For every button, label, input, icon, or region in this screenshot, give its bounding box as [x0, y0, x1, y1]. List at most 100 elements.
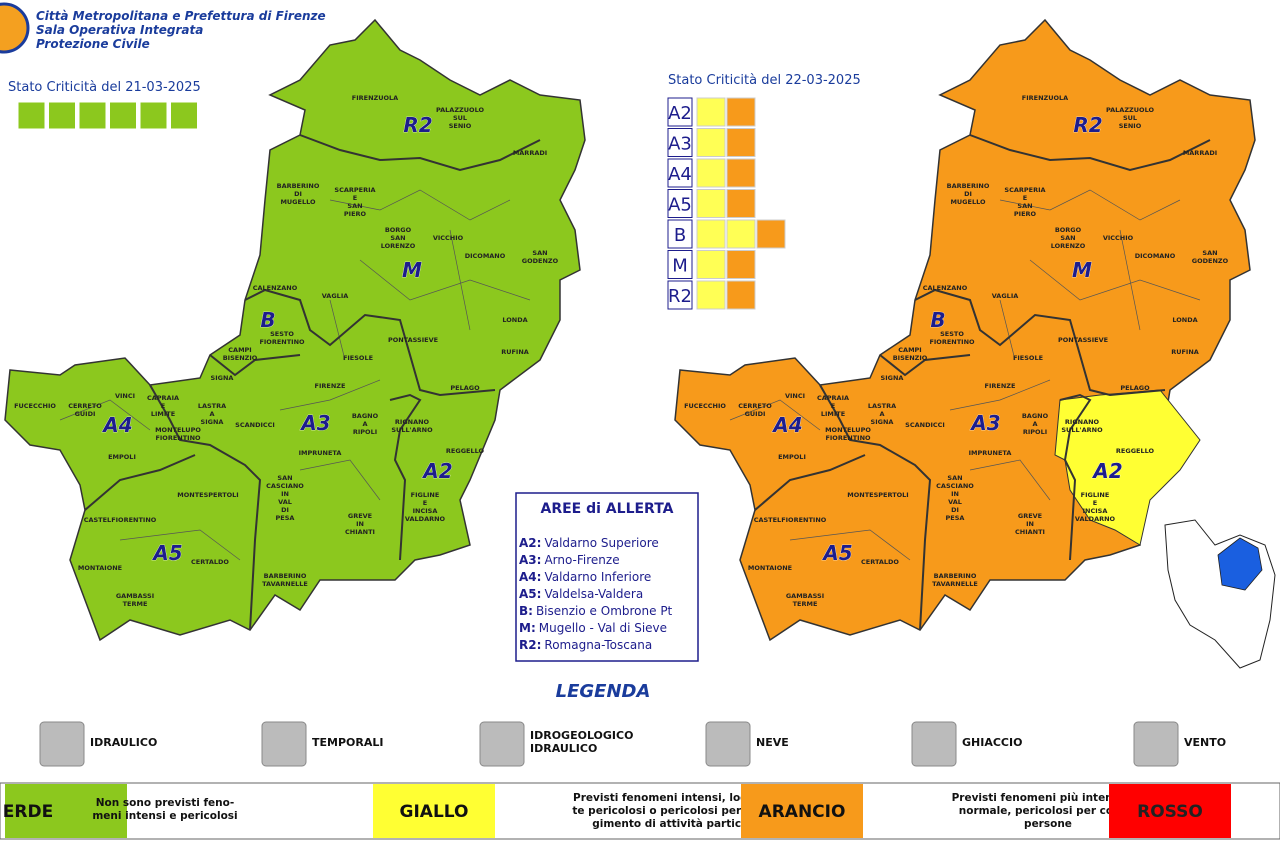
municipality-label: E	[161, 402, 165, 410]
municipality-label: RUFINA	[501, 348, 529, 356]
level-name: ROSSO	[1137, 802, 1203, 822]
municipality-label: LIMITE	[821, 410, 845, 418]
status-icon	[139, 101, 168, 130]
municipality-label: RIPOLI	[1023, 428, 1047, 436]
municipality-label: CAPRAIA	[817, 394, 849, 402]
municipality-label: TERME	[793, 600, 818, 608]
municipality-label: VAL	[948, 498, 962, 506]
row-code: A4	[668, 164, 692, 185]
municipality-label: CALENZANO	[253, 284, 298, 292]
municipality-label: CASTELFIORENTINO	[84, 516, 157, 524]
municipality-label: PIERO	[344, 210, 367, 218]
municipality-label: PESA	[946, 514, 965, 522]
municipality-label: CERTALDO	[861, 558, 899, 566]
header-line: Sala Operativa Integrata	[36, 23, 203, 37]
aree-name: Mugello - Val di Sieve	[539, 621, 667, 635]
municipality-label: E	[1093, 499, 1097, 507]
municipality-label: LORENZO	[1051, 242, 1086, 250]
municipality-label: FIGLINE	[1081, 491, 1110, 499]
level-bar-frame	[0, 782, 1280, 840]
aree-name: Valdelsa-Valdera	[544, 587, 643, 601]
level-bar: ERDE Non sono previsti feno-meni intensi …	[0, 782, 1280, 840]
row-icon	[696, 250, 726, 279]
aree-code: A4:	[519, 570, 541, 584]
municipality-label: CALENZANO	[923, 284, 968, 292]
municipality-label: SIGNA	[211, 374, 234, 382]
municipality-label: CHIANTI	[345, 528, 375, 536]
municipality-label: MARRADI	[1183, 149, 1217, 157]
status-icons	[17, 101, 198, 130]
municipality-label: A	[1032, 420, 1037, 428]
row-code: A3	[668, 134, 692, 155]
status-icon	[78, 101, 107, 130]
level-desc: normale, pericolosi per cose e	[959, 805, 1138, 817]
date-label: Stato Criticità del 21-03-2025	[8, 80, 201, 95]
municipality-label: GODENZO	[1192, 257, 1229, 265]
municipality-label: REGGELLO	[446, 447, 485, 455]
municipality-label: MUGELLO	[280, 198, 316, 206]
status-icon	[170, 101, 198, 130]
area-code: A2	[1091, 459, 1122, 483]
municipality-label: SUL	[453, 114, 467, 122]
municipality-label: BARBERINO	[264, 572, 307, 580]
level-name: ERDE	[3, 802, 53, 822]
aree-item: A4: Valdarno Inferiore	[519, 570, 651, 584]
aree-name: Bisenzio e Ombrone Pt	[536, 604, 673, 618]
municipality-label: VALDARNO	[405, 515, 446, 523]
row-code: B	[674, 225, 686, 246]
aree-name: Valdarno Superiore	[544, 536, 658, 550]
municipality-label: BISENZIO	[893, 354, 928, 362]
municipality-label: MONTELUPO	[155, 426, 201, 434]
municipality-label: RIGNANO	[1065, 418, 1100, 426]
municipality-label: PONTASSIEVE	[388, 336, 438, 344]
municipality-label: E	[353, 194, 357, 202]
municipality-label: PALAZZUOLO	[1106, 106, 1155, 114]
municipality-label: SAN	[390, 234, 405, 242]
municipality-label: FIORENTINO	[825, 434, 871, 442]
municipality-label: MUGELLO	[950, 198, 986, 206]
row-code: M	[672, 256, 688, 277]
aree-code: M:	[519, 621, 536, 635]
municipality-label: PELAGO	[450, 384, 480, 392]
row-code-box	[667, 158, 693, 188]
municipality-label: DICOMANO	[465, 252, 506, 260]
municipality-label: SCARPERIA	[1004, 186, 1045, 194]
municipality-label: FIGLINE	[411, 491, 440, 499]
aree-name: Arno-Firenze	[544, 553, 619, 567]
row-icon	[696, 158, 726, 188]
municipality-label: FUCECCHIO	[14, 402, 56, 410]
hazard-label: IDRAULICO	[90, 736, 157, 749]
municipality-label: BARBERINO	[934, 572, 977, 580]
municipality-label: GREVE	[1018, 512, 1042, 520]
municipality-label: CAMPI	[228, 346, 251, 354]
municipality-label: VICCHIO	[433, 234, 464, 242]
area-code: A4	[771, 413, 802, 437]
municipality-label: INCISA	[413, 507, 438, 515]
municipality-label: BISENZIO	[223, 354, 258, 362]
hazard-icon	[39, 721, 85, 767]
municipality-label: DI	[964, 190, 972, 198]
area-code: M	[1072, 258, 1092, 282]
municipality-label: DI	[294, 190, 302, 198]
municipality-label: CHIANTI	[1015, 528, 1045, 536]
municipality-label: LASTRA	[868, 402, 896, 410]
area-code: A3	[299, 411, 330, 435]
header: Città Metropolitana e Prefettura di Fire…	[36, 9, 326, 51]
municipality-label: LONDA	[502, 316, 527, 324]
hazard-icon	[911, 721, 957, 767]
row-icon	[726, 280, 756, 310]
row-icon	[696, 189, 726, 218]
row-icon	[756, 219, 786, 249]
municipality-label: BAGNO	[352, 412, 379, 420]
aree-code: A3:	[519, 553, 541, 567]
municipality-label: PIERO	[1014, 210, 1037, 218]
municipality-label: VINCI	[785, 392, 805, 400]
municipality-label: BORGO	[385, 226, 412, 234]
municipality-label: RIGNANO	[395, 418, 430, 426]
municipality-label: SENIO	[1119, 122, 1142, 130]
municipality-label: IN	[281, 490, 289, 498]
municipality-label: BORGO	[1055, 226, 1082, 234]
municipality-label: VINCI	[115, 392, 135, 400]
area-code: B	[930, 308, 945, 332]
